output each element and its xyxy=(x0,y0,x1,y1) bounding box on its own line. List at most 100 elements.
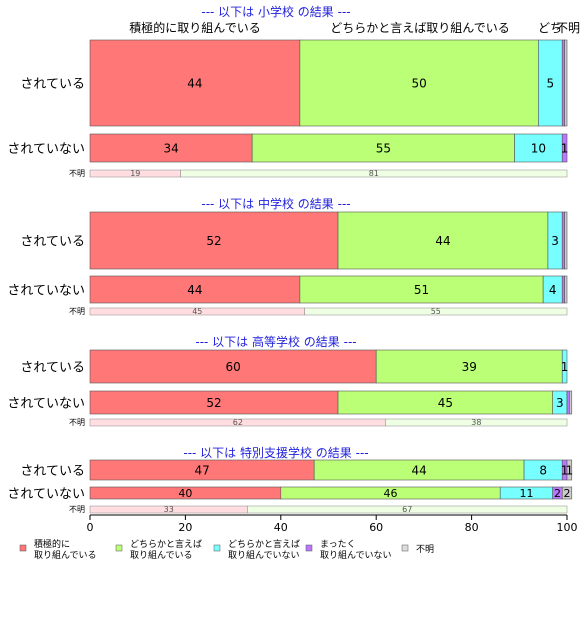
bar-value-label: 34 xyxy=(163,142,178,156)
unknown-bar-segment xyxy=(180,169,568,178)
legend-swatch xyxy=(213,544,221,552)
x-tick-label: 80 xyxy=(465,521,479,534)
unknown-bar-segment xyxy=(304,307,568,316)
bar-value-label: 1 xyxy=(561,464,569,478)
group-title: --- 以下は 小学校 の結果 --- xyxy=(201,4,350,19)
bar-value-label: 1 xyxy=(561,360,569,374)
header-label: どち xyxy=(538,21,562,35)
bar-segment xyxy=(561,349,568,384)
bar-segment xyxy=(299,39,539,127)
unknown-row-label: 不明 xyxy=(69,505,85,514)
bar-segment xyxy=(564,39,568,127)
bar-segment xyxy=(251,133,515,163)
bar-value-label: 52 xyxy=(206,396,221,410)
bar-value-label: 46 xyxy=(384,487,398,500)
bar-value-label: 45 xyxy=(438,396,453,410)
row-label: されている xyxy=(20,77,85,92)
row-label: されている xyxy=(20,235,85,250)
legend-label: 積極的に取り組んでいる xyxy=(34,538,97,561)
legend-label: 不明 xyxy=(416,544,434,555)
row-label: されている xyxy=(20,361,85,376)
bar-value-label: 4 xyxy=(549,283,557,297)
row-label: されていない xyxy=(7,397,85,412)
bar-segment xyxy=(89,349,377,384)
legend-swatch xyxy=(115,544,123,552)
bar-segment xyxy=(375,349,563,384)
bar-value-label: 8 xyxy=(539,464,547,478)
legend-label: どちらかと言えば取り組んでいない xyxy=(228,538,300,561)
bar-segment xyxy=(561,133,568,163)
unknown-value-label: 38 xyxy=(471,418,481,427)
bar-value-label: 44 xyxy=(187,77,202,91)
bar-segment xyxy=(561,275,565,304)
unknown-value-label: 45 xyxy=(192,307,202,316)
header-label: 積極的に取り組んでいる xyxy=(129,20,260,35)
x-tick-label: 100 xyxy=(557,521,578,534)
bar-value-label: 44 xyxy=(411,464,426,478)
bar-segment xyxy=(566,390,570,415)
unknown-value-label: 19 xyxy=(130,169,140,178)
unknown-row-label: 不明 xyxy=(69,169,85,178)
bar-value-label: 2 xyxy=(554,487,561,500)
bar-segment xyxy=(514,133,563,163)
row-label: されていない xyxy=(7,487,85,502)
bar-value-label: 3 xyxy=(556,396,564,410)
legend-swatch xyxy=(19,544,27,552)
bar-segment xyxy=(561,211,565,270)
bar-value-label: 47 xyxy=(194,464,209,478)
bar-value-label: 1 xyxy=(561,142,569,156)
bar-value-label: 52 xyxy=(206,234,221,248)
group-title: --- 以下は 中学校 の結果 --- xyxy=(201,196,350,211)
bar-segment xyxy=(89,211,339,270)
header-label: 不明 xyxy=(556,21,580,35)
legend-swatch xyxy=(305,544,313,552)
bar-segment xyxy=(569,390,573,415)
bar-segment xyxy=(564,275,568,304)
row-label: されている xyxy=(20,464,85,479)
bar-value-label: 50 xyxy=(411,77,426,91)
unknown-bar-segment xyxy=(385,418,568,427)
row-label: されていない xyxy=(7,284,85,299)
bar-segment xyxy=(299,275,544,304)
legend-swatch xyxy=(401,544,409,552)
bar-segment xyxy=(564,211,568,270)
bar-value-label: 44 xyxy=(187,283,202,297)
bar-value-label: 39 xyxy=(462,360,477,374)
bar-segment xyxy=(561,39,565,127)
bar-value-label: 60 xyxy=(225,360,240,374)
bar-value-label: 51 xyxy=(414,283,429,297)
bar-value-label: 55 xyxy=(376,142,391,156)
group-title: --- 以下は 高等学校 の結果 --- xyxy=(195,334,356,349)
bar-value-label: 1 xyxy=(566,464,574,478)
header-label: どちらかと言えば取り組んでいる xyxy=(330,21,509,35)
x-tick-label: 40 xyxy=(274,521,288,534)
x-tick-label: 0 xyxy=(87,521,94,534)
unknown-bar-segment xyxy=(247,505,568,514)
bar-segment xyxy=(566,459,573,481)
legend-label: どちらかと言えば取り組んでいる xyxy=(130,538,202,561)
bar-segment xyxy=(337,211,549,270)
x-tick-label: 60 xyxy=(369,521,383,534)
bar-value-label: 10 xyxy=(531,142,546,156)
bar-value-label: 40 xyxy=(178,487,192,500)
row-label: されていない xyxy=(7,142,85,157)
bar-value-label: 2 xyxy=(564,487,571,500)
bar-segment xyxy=(89,275,301,304)
bar-value-label: 44 xyxy=(435,234,450,248)
x-tick-label: 20 xyxy=(178,521,192,534)
bar-value-label: 5 xyxy=(546,77,554,91)
unknown-value-label: 55 xyxy=(431,307,441,316)
legend-label: まったく取り組んでいない xyxy=(320,539,392,561)
bar-value-label: 11 xyxy=(519,487,533,500)
group-title: --- 以下は 特別支援学校 の結果 --- xyxy=(183,445,368,460)
bar-segment xyxy=(89,133,253,163)
unknown-row-label: 不明 xyxy=(69,307,85,316)
bar-value-label: 3 xyxy=(551,234,559,248)
unknown-value-label: 62 xyxy=(233,418,243,427)
unknown-value-label: 67 xyxy=(402,505,412,514)
bar-segment xyxy=(561,486,573,500)
unknown-value-label: 33 xyxy=(164,505,174,514)
unknown-value-label: 81 xyxy=(369,169,379,178)
unknown-row-label: 不明 xyxy=(69,418,85,427)
